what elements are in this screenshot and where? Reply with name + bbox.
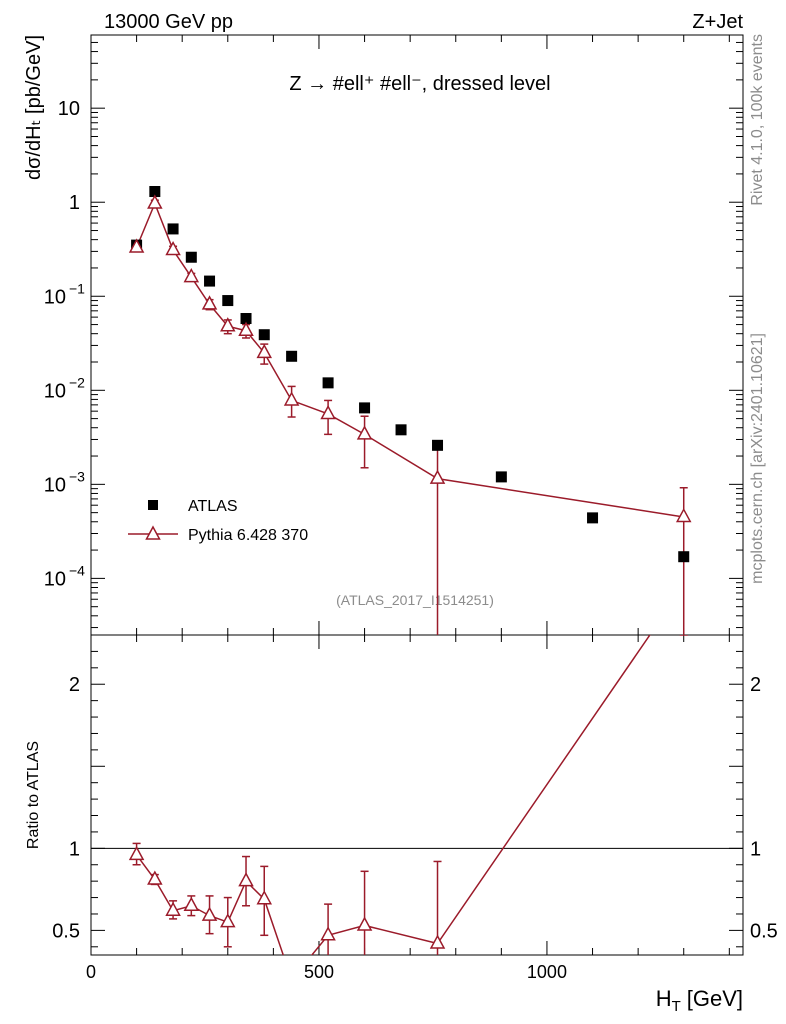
y-tick-label: 10 [44,568,66,590]
chart-title: Z → #ell⁺ #ell⁻, dressed level [289,73,550,95]
ratio-point [220,913,236,928]
ratio-y-tick-label-right: 2 [750,674,761,696]
ratio-point [201,906,218,921]
y-tick-label: 1 [69,192,80,214]
legend-atlas-marker [148,500,158,510]
mc-point [320,404,336,420]
main-plot-area [128,186,692,635]
ratio-point [256,890,273,905]
mc-point [283,391,300,406]
ratio-y-tick-label-right: 0.5 [750,920,778,942]
mc-point [675,507,692,523]
ratio-point [147,870,163,885]
main-panel-frame [90,34,744,636]
ratio-point [285,972,298,984]
x-tick-label: 1000 [527,962,567,982]
ratio-y-tick-label: 0.5 [52,920,80,942]
analysis-id: (ATLAS_2017_I1514251) [336,592,494,608]
mc-point [220,317,236,332]
atlas-data-point [395,424,407,436]
xlabel-main: H [656,986,672,1011]
mc-point [256,343,273,359]
mc-point [238,321,254,336]
y-tick-exponent: −1 [69,280,85,296]
rivet-label: Rivet 4.1.0, 100k events [749,34,766,206]
atlas-data-point [587,512,599,524]
mc-point [356,425,373,440]
ratio-point [128,845,145,861]
header-left: 13000 GeV pp [104,11,233,33]
ratio-point [429,934,446,949]
ratio-point [183,896,200,912]
atlas-data-point [240,313,252,325]
atlas-data-point [149,186,161,198]
ratio-point [320,926,336,941]
atlas-data-point [204,275,216,287]
y-tick-exponent: −2 [69,374,85,390]
xlabel-unit: [GeV] [687,986,743,1011]
legend: ATLAS Pythia 6.428 370 [128,498,308,544]
y-tick-exponent: −3 [69,468,85,484]
atlas-data-point [495,471,507,483]
atlas-data-point [286,350,298,362]
y-tick-label: 10 [44,474,66,496]
legend-mc-marker [145,525,161,540]
ratio-point [356,916,373,931]
ratio-panel-frame [90,634,744,956]
x-tick-label: 500 [304,962,334,982]
header-right: Z+Jet [692,11,743,33]
mc-point [183,267,200,283]
y-tick-label: 10 [44,380,66,402]
ratio-plot-area [128,635,688,984]
atlas-data-point [432,439,444,451]
y-tick-label: 10 [58,98,80,120]
atlas-data-point [185,251,197,263]
y-tick-exponent: −4 [69,562,85,578]
atlas-data-point [258,329,270,341]
ratio-y-tick-label: 1 [69,838,80,860]
xlabel-sub: T [672,998,681,1015]
atlas-data-point [678,551,690,563]
ratio-y-tick-label-right: 1 [750,838,761,860]
x-tick-label: 0 [86,962,96,982]
ratio-point [238,872,254,887]
mc-point [147,194,163,209]
y-tick-label: 10 [44,286,66,308]
mc-point [128,238,145,253]
atlas-data-point [167,223,179,235]
main-ylabel: dσ/dHₜ [pb/GeV] [23,35,45,180]
mc-point [165,240,181,256]
ratio-y-tick-label: 2 [69,674,80,696]
ratio-point [165,901,181,916]
atlas-data-point [322,377,334,389]
mc-line [135,201,684,518]
atlas-data-point [359,402,371,414]
mc-point [201,295,218,310]
x-axis-label: HT [GeV] [656,986,743,1015]
legend-mc-label: Pythia 6.428 370 [188,527,308,544]
ratio-line [135,635,651,955]
legend-atlas-label: ATLAS [188,498,238,515]
atlas-data-point [222,295,234,307]
ratio-ylabel: Ratio to ATLAS [25,741,42,849]
mc-point [429,469,446,484]
mcplots-label: mcplots.cern.ch [arXiv:2401.10621] [749,333,766,584]
